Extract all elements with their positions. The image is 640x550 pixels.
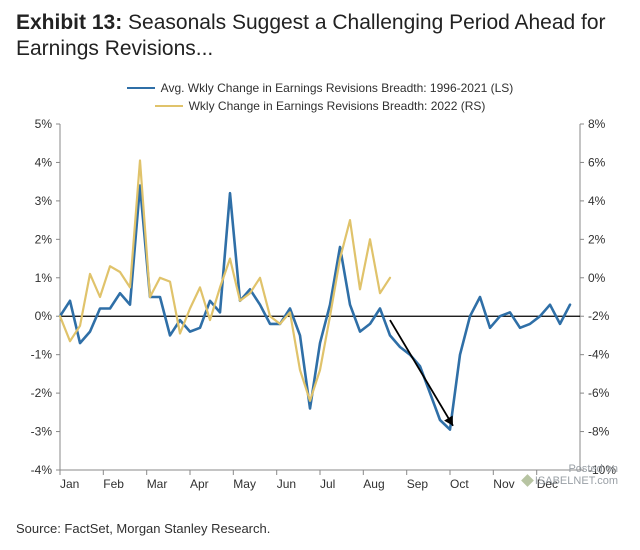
svg-text:-4%: -4% [588, 348, 610, 362]
svg-text:0%: 0% [35, 309, 53, 323]
svg-text:-3%: -3% [31, 425, 53, 439]
svg-text:1%: 1% [35, 271, 53, 285]
watermark-line1: Posted on [523, 463, 618, 476]
svg-text:-8%: -8% [588, 425, 610, 439]
svg-text:5%: 5% [35, 118, 53, 131]
svg-text:Mar: Mar [147, 477, 168, 491]
svg-text:May: May [233, 477, 256, 491]
chart-area: 5% 4% 3% 2% 1% 0% -1% -2% -3% -4% 8% 6% 4% 2% 0% -2% -4%… [16, 118, 624, 498]
svg-text:6%: 6% [588, 155, 606, 169]
legend-swatch-1 [155, 105, 183, 107]
exhibit-label: Exhibit 13: [16, 11, 122, 34]
series-avg-1996-2021 [60, 186, 570, 430]
svg-text:-2%: -2% [588, 309, 610, 323]
svg-text:-2%: -2% [31, 386, 53, 400]
legend-label-0: Avg. Wkly Change in Earnings Revisions B… [161, 81, 514, 95]
svg-text:Aug: Aug [363, 477, 384, 491]
exhibit-title: Exhibit 13: Seasonals Suggest a Challeng… [16, 10, 624, 63]
watermark-diamond-icon [521, 474, 534, 487]
svg-text:Jan: Jan [60, 477, 79, 491]
svg-text:-4%: -4% [31, 463, 53, 477]
line-chart: 5% 4% 3% 2% 1% 0% -1% -2% -3% -4% 8% 6% 4% 2% 0% -2% -4%… [16, 118, 624, 498]
svg-text:Feb: Feb [103, 477, 124, 491]
svg-text:Nov: Nov [493, 477, 514, 491]
svg-text:Sep: Sep [407, 477, 429, 491]
svg-text:8%: 8% [588, 118, 606, 131]
series-2022 [60, 161, 390, 401]
svg-text:4%: 4% [588, 194, 606, 208]
svg-text:3%: 3% [35, 194, 53, 208]
svg-text:Jul: Jul [320, 477, 335, 491]
legend-swatch-0 [127, 87, 155, 89]
legend-label-1: Wkly Change in Earnings Revisions Breadt… [189, 99, 486, 113]
svg-text:Jun: Jun [277, 477, 296, 491]
trend-arrow [390, 320, 453, 426]
svg-text:4%: 4% [35, 155, 53, 169]
svg-text:Apr: Apr [190, 477, 209, 491]
source-line: Source: FactSet, Morgan Stanley Research… [16, 521, 270, 536]
svg-text:-6%: -6% [588, 386, 610, 400]
svg-text:2%: 2% [588, 232, 606, 246]
svg-text:Oct: Oct [450, 477, 469, 491]
watermark: Posted on ISABELNET.com [523, 463, 618, 488]
svg-text:-1%: -1% [31, 348, 53, 362]
svg-text:2%: 2% [35, 232, 53, 246]
svg-text:0%: 0% [588, 271, 606, 285]
legend: Avg. Wkly Change in Earnings Revisions B… [0, 78, 640, 114]
watermark-line2: ISABELNET.com [535, 475, 618, 487]
